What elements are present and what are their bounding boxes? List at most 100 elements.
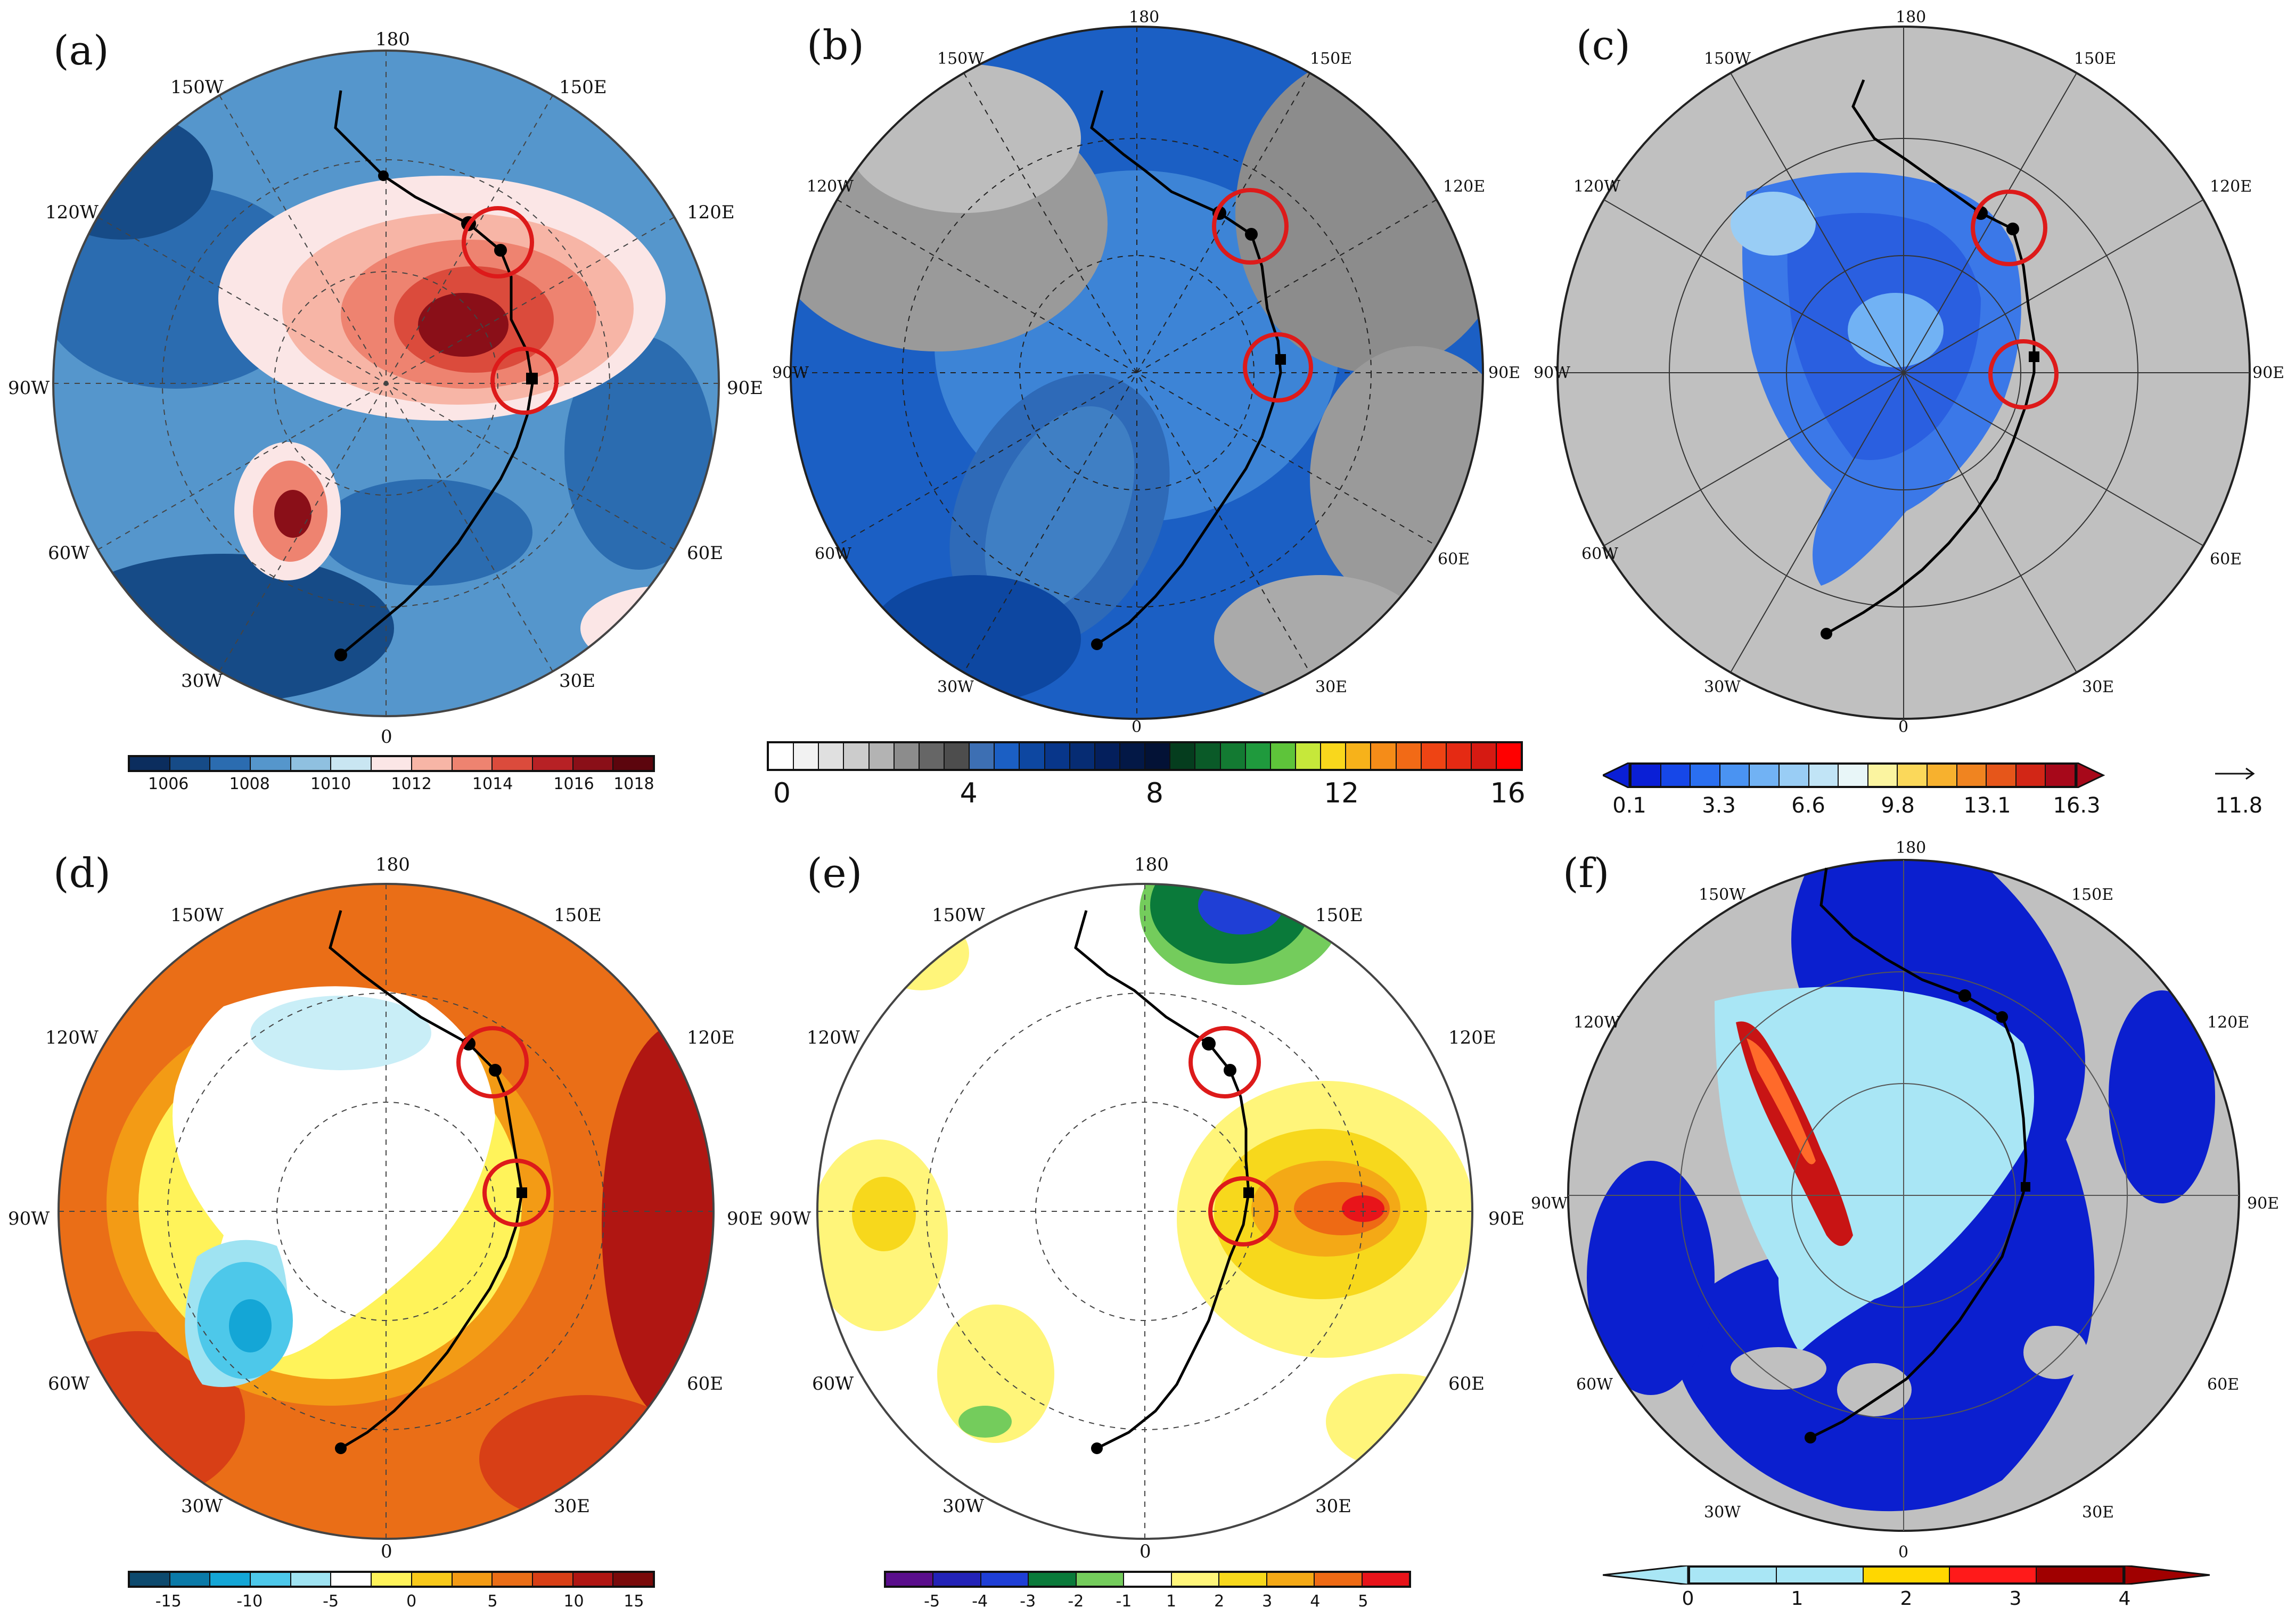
colorbar-swatch: [170, 757, 211, 770]
svg-text:30E: 30E: [1315, 1496, 1351, 1517]
colorbar-ticks: 1006 1008 1010 1012 1014 1016 1018: [128, 775, 655, 807]
svg-text:120E: 120E: [687, 202, 735, 223]
svg-text:120W: 120W: [1573, 177, 1620, 196]
svg-text:90W: 90W: [1534, 364, 1570, 382]
colorbar-swatch: [819, 743, 845, 769]
tick-label: 0: [406, 1592, 417, 1611]
tick-label: 1: [1166, 1592, 1177, 1611]
svg-text:30E: 30E: [1315, 678, 1347, 696]
svg-text:120E: 120E: [2207, 1013, 2249, 1032]
svg-text:90W: 90W: [8, 1208, 50, 1229]
tick-label: 0: [1682, 1588, 1694, 1610]
colorbar-swatch: [130, 1573, 170, 1586]
tick-label: -5: [323, 1592, 339, 1611]
polar-map: 180 150E 120E 90E 60E 30E 0 30W 60W 90W …: [772, 8, 1520, 736]
colorbar-swatch: [1396, 743, 1422, 769]
tick-label: 2: [1214, 1592, 1225, 1611]
colorbar-swatch: [573, 757, 614, 770]
colorbar-swatch: [944, 743, 970, 769]
colorbar-swatch: [613, 1573, 653, 1586]
tick-label: 5: [487, 1592, 498, 1611]
colorbar-swatch: [130, 757, 170, 770]
svg-text:150W: 150W: [170, 77, 224, 98]
colorbar-ticks: 0.1 3.3 6.6 9.8 13.1 16.3: [1612, 793, 2100, 825]
svg-text:0: 0: [381, 726, 392, 748]
colorbar-swatch: [1296, 743, 1322, 769]
svg-text:30W: 30W: [1704, 678, 1741, 696]
tick-label: 1014: [472, 775, 513, 793]
colorbar-swatch: [1927, 765, 1957, 786]
colorbar-swatch: [1245, 743, 1271, 769]
colorbar-swatch: [1691, 765, 1720, 786]
colorbar-ticks: 0 1 2 3 4: [1682, 1588, 2131, 1620]
colorbar-swatch: [894, 743, 920, 769]
colorbar-swatch: [1446, 743, 1472, 769]
colorbar-swatch: [331, 757, 372, 770]
svg-text:0: 0: [1898, 718, 1908, 736]
colorbar-swatch: [452, 1573, 493, 1586]
svg-text:30E: 30E: [559, 670, 595, 692]
colorbar-swatch: [412, 757, 453, 770]
svg-text:180: 180: [1896, 8, 1926, 27]
panel-label: (f): [1563, 849, 1610, 897]
colorbar: [1629, 762, 2077, 788]
colorbar-swatch: [613, 757, 653, 770]
colorbar-swatch: [1020, 743, 1045, 769]
panel-label: (a): [53, 27, 109, 74]
colorbar-swatch: [1371, 743, 1397, 769]
colorbar-swatch: [1950, 1568, 2037, 1582]
panel-label: (c): [1576, 21, 1630, 69]
panel-label: (d): [53, 849, 111, 897]
svg-text:30W: 30W: [937, 678, 974, 696]
tick-label: -10: [236, 1592, 263, 1611]
colorbar-swatch: [210, 757, 251, 770]
reference-vector-arrow: [2215, 767, 2255, 780]
svg-text:90E: 90E: [727, 378, 763, 399]
svg-text:150W: 150W: [1699, 885, 1745, 904]
colorbar-ticks: 0 4 8 12 16: [767, 777, 1526, 809]
svg-text:120E: 120E: [1448, 1027, 1496, 1048]
svg-text:150W: 150W: [1704, 50, 1751, 68]
tick-label: 1: [1791, 1588, 1804, 1610]
tick-label: -3: [1020, 1592, 1036, 1611]
svg-text:60E: 60E: [2207, 1375, 2239, 1394]
svg-text:180: 180: [1896, 839, 1926, 857]
colorbar-swatch: [170, 1573, 211, 1586]
tick-label: 1016: [553, 775, 594, 793]
colorbar-swatch: [2037, 1568, 2122, 1582]
panel-d: (d) 180 150E 120E 90E: [0, 820, 763, 1615]
colorbar-swatch: [1045, 743, 1070, 769]
colorbar-swatch: [981, 1573, 1029, 1586]
tick-label: 4: [2118, 1588, 2131, 1610]
colorbar-swatch: [331, 1573, 372, 1586]
colorbar-swatch: [210, 1573, 251, 1586]
tick-label: 0.1: [1612, 793, 1646, 818]
colorbar: [884, 1571, 1411, 1588]
colorbar-swatch: [412, 1573, 453, 1586]
svg-text:150E: 150E: [559, 77, 607, 98]
tick-label: 5: [1358, 1592, 1368, 1611]
svg-text:150E: 150E: [1315, 905, 1363, 926]
colorbar-swatch: [452, 757, 493, 770]
tick-label: -1: [1116, 1592, 1132, 1611]
tick-label: 1010: [310, 775, 351, 793]
colorbar-swatch: [933, 1573, 981, 1586]
colorbar-swatch: [372, 1573, 412, 1586]
svg-text:60E: 60E: [1438, 550, 1470, 569]
colorbar-swatch: [1219, 1573, 1267, 1586]
colorbar-arrows: [1603, 1565, 2210, 1585]
svg-text:60W: 60W: [48, 543, 89, 564]
colorbar-swatch: [919, 743, 945, 769]
svg-text:30E: 30E: [2082, 678, 2114, 696]
tick-label: 10: [563, 1592, 584, 1611]
svg-text:180: 180: [375, 29, 410, 50]
colorbar-swatch: [886, 1573, 934, 1586]
panel-f: (f) 180 150E 120E 90E 60E 30E: [1523, 820, 2287, 1615]
colorbar-ticks: -5 -4 -3 -2 -1 1 2 3 4 5: [884, 1592, 1411, 1624]
colorbar-swatch: [1987, 765, 2017, 786]
colorbar-swatch: [1690, 1568, 1777, 1582]
tick-label: 6.6: [1791, 793, 1825, 818]
tick-label: 1008: [229, 775, 270, 793]
svg-text:60E: 60E: [687, 1373, 723, 1395]
colorbar-swatch: [1220, 743, 1246, 769]
